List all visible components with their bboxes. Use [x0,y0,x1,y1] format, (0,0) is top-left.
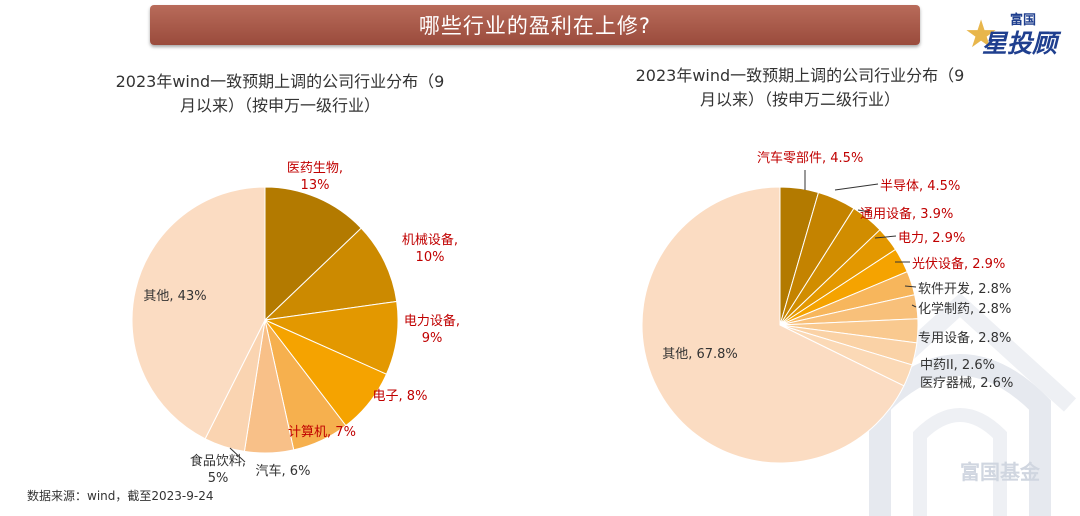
chart2-leader-3 [874,235,897,239]
chart1-label-3: 电子, 8% [373,389,428,404]
chart1-slice-7 [131,186,266,440]
title-bar: 哪些行业的盈利在上修? [150,5,920,45]
chart1-leader-6 [229,447,246,463]
chart2-label-5: 软件开发, 2.8% [918,281,1011,297]
chart1-label-0: 医药生物, 13% [287,161,343,193]
chart2-label-7: 专用设备, 2.8% [918,330,1011,346]
chart1-label-4: 计算机, 7% [288,425,356,440]
chart2-label-2: 通用设备, 3.9% [860,206,953,222]
chart1-slice-1 [263,227,398,321]
chart2-leader-6 [911,304,917,308]
chart2-label-1: 半导体, 4.5% [880,179,960,194]
chart2-label-3: 电力, 2.9% [898,231,965,246]
chart1-label-1: 机械设备, 10% [402,232,458,265]
watermark-text: 富国基金 [960,460,1040,484]
chart2-leader-5 [904,285,917,288]
chart2-title: 2023年wind一致预期上调的公司行业分布（9 月以来）（按申万二级行业） [600,64,1000,112]
chart1-title-line1: 2023年wind一致预期上调的公司行业分布（9 [115,72,445,91]
chart2-label-0: 汽车零部件, 4.5% [757,150,863,166]
chart2-label-10: 其他, 67.8% [662,347,738,362]
chart1-title: 2023年wind一致预期上调的公司行业分布（9 月以来）（按申万一级行业） [80,70,480,118]
chart2-slice-10 [641,186,905,464]
chart1-label-5: 汽车, 6% [256,463,311,479]
chart1-title-line2: 月以来）（按申万一级行业） [179,96,380,115]
logo-brand-top: 富国 [1010,13,1037,28]
chart2-leader-1 [834,183,879,191]
chart2-label-4: 光伏设备, 2.9% [912,256,1005,272]
chart1-label-7: 其他, 43% [143,289,206,304]
star-icon: ★ [964,12,999,56]
logo-brand-main: 星投顾 [982,29,1058,58]
chart2-label-8: 中药II, 2.6% [920,358,995,373]
chart2-leader-2 [857,209,871,213]
source-note: 数据来源：wind，截至2023-9-24 [27,489,214,503]
chart2-title-line1: 2023年wind一致预期上调的公司行业分布（9 [635,66,965,85]
chart1-label-6: 食品饮料, 5% [190,453,246,486]
chart1-slice-0 [264,186,362,322]
chart2-label-6: 化学制药, 2.8% [918,301,1011,317]
chart2-label-9: 医疗器械, 2.6% [920,376,1013,391]
page-title: 哪些行业的盈利在上修? [418,14,652,38]
brand-logo: ★ 富国 星投顾 [962,2,1072,60]
chart2-title-line2: 月以来）（按申万二级行业） [699,90,900,109]
chart1-label-2: 电力设备, 9% [404,313,460,346]
